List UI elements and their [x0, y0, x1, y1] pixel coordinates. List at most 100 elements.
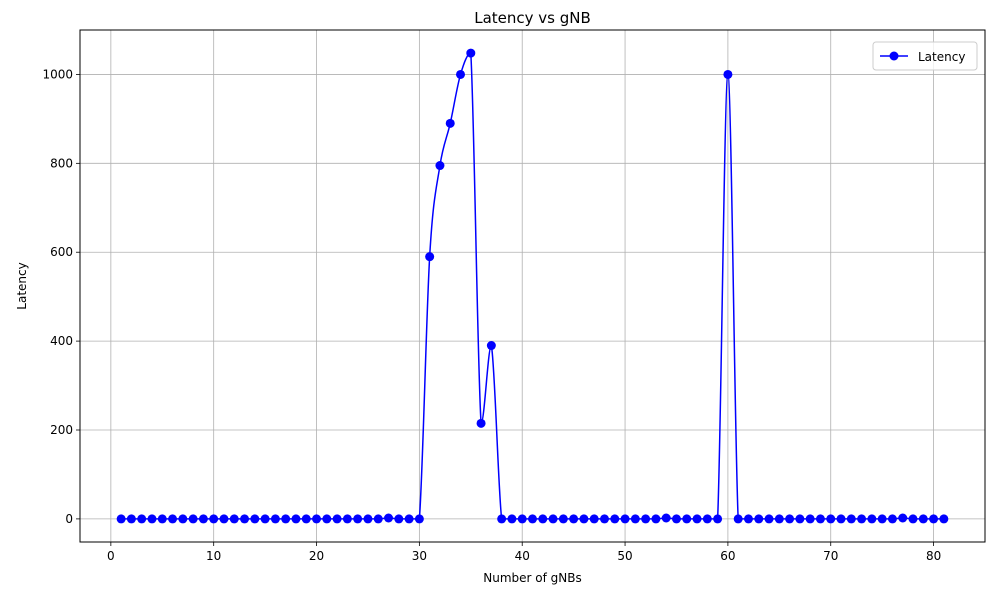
- y-tick-label: 200: [50, 423, 73, 437]
- data-point: [548, 514, 558, 524]
- data-point: [404, 514, 414, 524]
- x-tick-label: 70: [823, 549, 838, 563]
- data-point: [764, 514, 774, 524]
- data-point: [342, 514, 352, 524]
- data-point: [147, 514, 157, 524]
- y-tick-label: 0: [65, 512, 73, 526]
- chart-title: Latency vs gNB: [474, 9, 591, 27]
- data-point: [291, 514, 301, 524]
- data-point: [846, 514, 856, 524]
- data-point: [168, 514, 178, 524]
- data-point: [435, 161, 445, 171]
- legend: Latency: [872, 41, 978, 71]
- data-point: [250, 514, 260, 524]
- data-point: [126, 514, 136, 524]
- data-point: [528, 514, 537, 524]
- data-point: [116, 514, 126, 524]
- data-point: [887, 514, 897, 524]
- data-point: [589, 514, 599, 524]
- data-point: [702, 514, 712, 524]
- data-point: [476, 418, 486, 428]
- data-point: [599, 514, 609, 524]
- data-point: [651, 514, 661, 524]
- data-point: [363, 514, 373, 524]
- data-point: [610, 514, 620, 524]
- legend-entry-latency: Latency: [918, 50, 965, 64]
- data-point: [456, 69, 466, 79]
- data-point: [312, 514, 322, 524]
- x-tick-label: 50: [617, 549, 632, 563]
- data-point: [445, 118, 455, 128]
- y-axis-label: Latency: [15, 262, 29, 309]
- data-point: [754, 514, 764, 524]
- data-point: [178, 514, 188, 524]
- data-point: [270, 514, 280, 524]
- data-point: [240, 514, 250, 524]
- data-point: [733, 514, 743, 524]
- data-point: [466, 48, 476, 58]
- data-point: [929, 514, 939, 524]
- data-point: [301, 514, 311, 524]
- data-point: [332, 514, 342, 524]
- data-point: [877, 514, 887, 524]
- y-tick-label: 800: [50, 156, 73, 170]
- data-point: [630, 514, 640, 524]
- plot-frame: [79, 29, 986, 543]
- x-tick-label: 40: [515, 549, 530, 563]
- data-point: [322, 514, 332, 524]
- y-tick-label: 400: [50, 334, 73, 348]
- data-point: [188, 514, 198, 524]
- x-tick-label: 30: [412, 549, 427, 563]
- data-point: [507, 514, 517, 524]
- data-point: [774, 514, 784, 524]
- data-point: [692, 514, 702, 524]
- y-axis-ticks: 0 200 400 600 800 1000: [42, 67, 80, 526]
- legend-marker-swatch: [889, 51, 899, 61]
- data-point: [373, 514, 383, 524]
- data-point: [918, 514, 928, 524]
- data-point: [353, 514, 363, 524]
- data-point: [229, 514, 239, 524]
- series-line-latency: [121, 52, 944, 520]
- data-point: [836, 514, 846, 524]
- x-tick-label: 0: [107, 549, 115, 563]
- data-point: [795, 514, 805, 524]
- data-point: [815, 514, 825, 524]
- data-point: [579, 514, 589, 524]
- data-point: [661, 513, 671, 523]
- data-point: [898, 513, 908, 523]
- data-point: [384, 513, 394, 523]
- y-tick-label: 1000: [42, 67, 73, 81]
- data-point: [826, 514, 836, 524]
- data-point: [157, 514, 167, 524]
- data-point: [569, 514, 579, 524]
- data-point: [723, 69, 733, 79]
- data-point: [538, 514, 548, 524]
- data-point: [939, 514, 949, 524]
- x-axis-label: Number of gNBs: [483, 571, 581, 585]
- data-point: [517, 514, 527, 524]
- data-point: [209, 514, 219, 524]
- data-point: [785, 514, 795, 524]
- grid-lines: [80, 30, 985, 542]
- series-group: [116, 48, 949, 524]
- x-tick-label: 20: [309, 549, 324, 563]
- data-point: [671, 514, 681, 524]
- data-point: [394, 514, 404, 524]
- x-tick-label: 10: [206, 549, 221, 563]
- x-tick-label: 80: [926, 549, 941, 563]
- data-point: [682, 514, 692, 524]
- legend-box: [872, 41, 978, 71]
- x-axis-ticks: 0 10 20 30 40 50 60 70 80: [107, 542, 941, 563]
- data-point: [713, 514, 723, 524]
- y-tick-label: 600: [50, 245, 73, 259]
- data-point: [260, 514, 270, 524]
- data-point: [558, 514, 568, 524]
- data-point: [620, 514, 630, 524]
- data-point: [219, 514, 229, 524]
- data-point: [486, 341, 496, 351]
- data-point: [497, 514, 507, 524]
- data-point: [908, 514, 918, 524]
- data-point: [425, 252, 435, 262]
- data-point: [198, 514, 208, 524]
